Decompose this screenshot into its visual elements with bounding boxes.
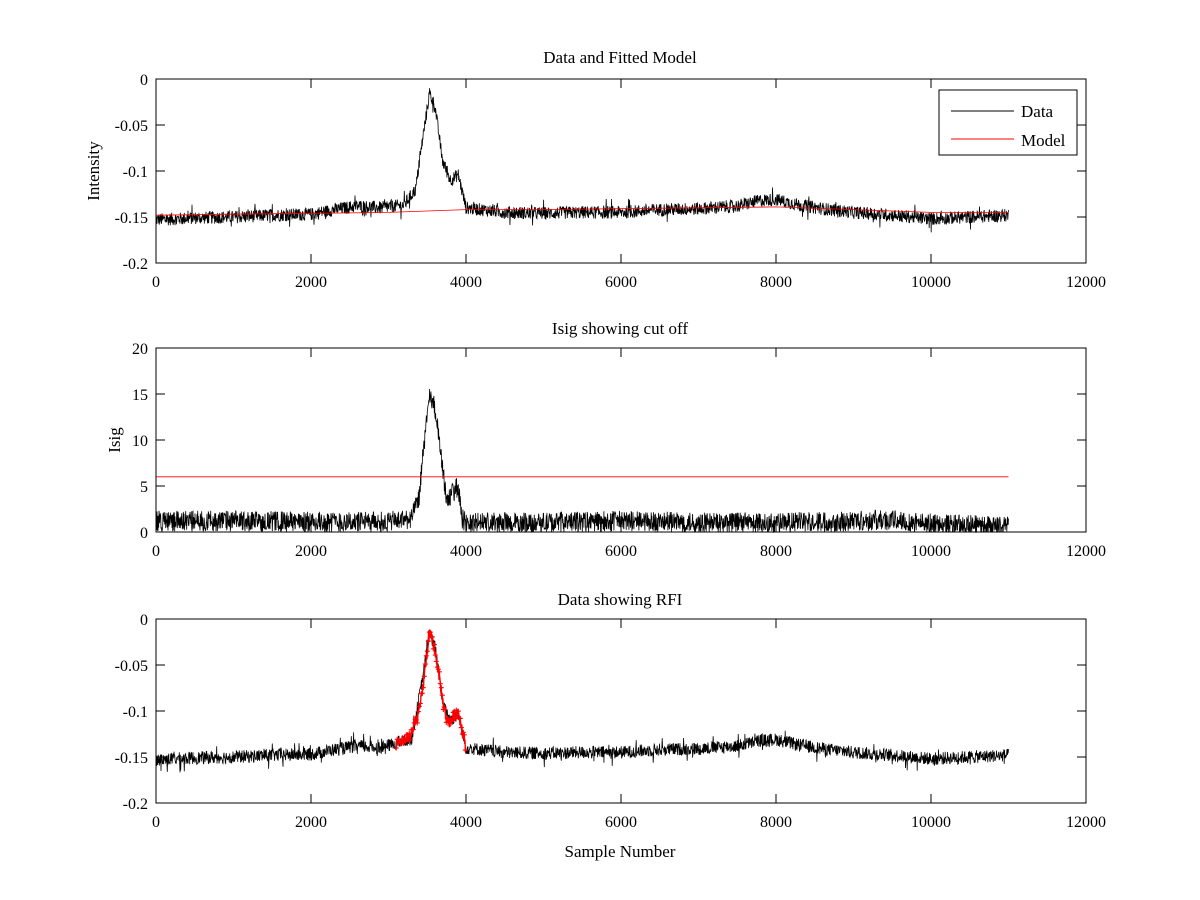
rfi-marker	[425, 638, 431, 644]
y-tick-label: -0.15	[115, 750, 148, 767]
x-tick-label: 8000	[760, 814, 792, 831]
rfi-marker	[402, 738, 408, 744]
rfi-marker	[419, 690, 425, 696]
panel-data-showing-rfi: Data showing RFI Sample Number 0 2000 4000…	[115, 590, 1106, 861]
x-tick-label: 2000	[295, 814, 327, 831]
rfi-marker	[437, 681, 443, 687]
x-tick-label: 12000	[1066, 543, 1106, 560]
panel-3-rfi-markers	[393, 629, 468, 753]
rfi-marker	[439, 692, 445, 698]
x-tick-label: 10000	[911, 814, 951, 831]
y-tick-label: -0.05	[115, 658, 148, 675]
y-tick-label: 0	[140, 525, 148, 542]
x-tick-label: 2000	[295, 543, 327, 560]
x-tick-label: 4000	[450, 274, 482, 291]
rfi-marker	[422, 661, 428, 667]
x-tick-label: 8000	[760, 274, 792, 291]
rfi-marker	[416, 703, 422, 709]
rfi-marker	[460, 729, 466, 735]
x-tick-label: 10000	[911, 543, 951, 560]
x-tick-label: 12000	[1066, 274, 1106, 291]
x-tick-label: 4000	[450, 543, 482, 560]
x-tick-label: 0	[152, 543, 160, 560]
rfi-marker	[457, 715, 463, 721]
rfi-marker	[448, 719, 454, 725]
rfi-marker	[432, 652, 438, 658]
y-tick-label: 15	[132, 387, 148, 404]
y-tick-label: 0	[140, 612, 148, 629]
rfi-marker	[421, 673, 427, 679]
panel-1-plot-area: 0 2000 4000 6000 8000 10000 12000 -0.2 -0.15 -0.1…	[115, 72, 1106, 291]
panel-2-plot-area: 0 2000 4000 6000 8000 10000 12000 0 5 10 15 20	[132, 341, 1106, 560]
panel-data-and-fitted-model: Data and Fitted Model Intensity 0 2000 400…	[84, 48, 1106, 291]
y-tick-label: -0.1	[123, 164, 148, 181]
rfi-marker	[441, 704, 447, 710]
x-tick-label: 8000	[760, 543, 792, 560]
y-tick-label: 10	[132, 433, 148, 450]
y-tick-label: -0.2	[123, 796, 148, 813]
x-tick-label: 6000	[605, 274, 637, 291]
legend-data-label: Data	[1021, 102, 1054, 121]
y-tick-label: 5	[140, 479, 148, 496]
panel-3-series-1-line	[155, 629, 1009, 773]
rfi-marker	[438, 685, 444, 691]
rfi-marker	[417, 701, 423, 706]
rfi-marker	[420, 685, 426, 691]
legend-model-label: Model	[1021, 131, 1066, 150]
x-tick-label: 12000	[1066, 814, 1106, 831]
rfi-marker	[410, 727, 416, 733]
panel-3-plot-area: 0 2000 4000 6000 8000 10000 12000 -0.2 -0.15 -0.1…	[115, 612, 1106, 831]
y-tick-label: -0.15	[115, 210, 148, 227]
x-tick-label: 0	[152, 814, 160, 831]
rfi-marker	[462, 747, 468, 753]
panel-2-ylabel: Isig	[105, 427, 124, 453]
rfi-marker	[406, 730, 412, 736]
panel-3-title: Data showing RFI	[558, 590, 683, 609]
rfi-marker	[435, 666, 441, 672]
x-tick-label: 0	[152, 274, 160, 291]
rfi-marker	[431, 642, 437, 648]
panel-1-title: Data and Fitted Model	[543, 48, 697, 67]
rfi-marker	[455, 708, 461, 714]
y-tick-label: 0	[140, 72, 148, 89]
x-tick-label: 10000	[911, 274, 951, 291]
panel-1-series-2-model-line	[155, 206, 1009, 216]
x-tick-label: 6000	[605, 814, 637, 831]
rfi-marker	[461, 732, 467, 738]
panel-2-title: Isig showing cut off	[552, 319, 688, 338]
rfi-marker	[393, 745, 399, 751]
rfi-marker	[415, 709, 421, 715]
rfi-marker	[427, 629, 433, 635]
x-tick-label: 6000	[605, 543, 637, 560]
rfi-marker	[430, 646, 436, 652]
panel-3-xlabel: Sample Number	[565, 842, 676, 861]
rfi-marker	[424, 648, 430, 654]
panel-1-ylabel: Intensity	[84, 141, 103, 201]
y-tick-label: -0.1	[123, 704, 148, 721]
rfi-marker	[429, 634, 435, 640]
rfi-marker	[423, 653, 429, 659]
panel-isig-showing-cut-off: Isig showing cut off Isig 0 2000 4000 6000 8…	[105, 319, 1106, 560]
x-tick-label: 2000	[295, 274, 327, 291]
rfi-marker	[446, 722, 452, 728]
legend-box	[938, 89, 1078, 156]
rfi-marker	[413, 717, 419, 723]
rfi-marker	[436, 669, 442, 675]
rfi-marker	[407, 737, 413, 743]
panel-1-legend: Data Model	[938, 89, 1078, 156]
rfi-marker	[433, 658, 439, 664]
rfi-marker	[442, 707, 448, 713]
x-tick-label: 4000	[450, 814, 482, 831]
y-tick-label: -0.2	[123, 256, 148, 273]
rfi-marker	[458, 725, 464, 731]
rfi-marker	[414, 720, 420, 726]
y-tick-label: -0.05	[115, 118, 148, 135]
y-tick-label: 20	[132, 341, 148, 358]
